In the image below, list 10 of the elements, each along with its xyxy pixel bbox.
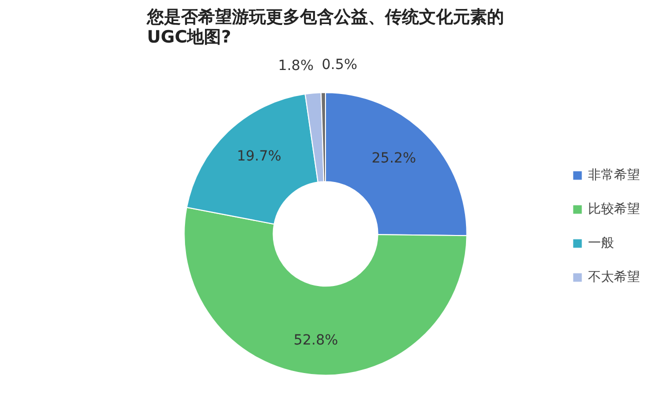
legend-label: 比较希望 (588, 200, 640, 218)
data-label: 52.8% (294, 332, 338, 349)
legend-label: 不太希望 (588, 268, 640, 286)
legend-label: 一般 (588, 234, 614, 252)
chart-title: 您是否希望游玩更多包含公益、传统文化元素的 UGC地图? (146, 8, 504, 48)
data-label: 19.7% (236, 148, 282, 164)
data-label: 1.8% (278, 58, 314, 74)
data-label: 25.2% (372, 150, 416, 167)
legend-label: 非常希望 (588, 166, 640, 184)
data-label: 0.5% (322, 57, 358, 74)
